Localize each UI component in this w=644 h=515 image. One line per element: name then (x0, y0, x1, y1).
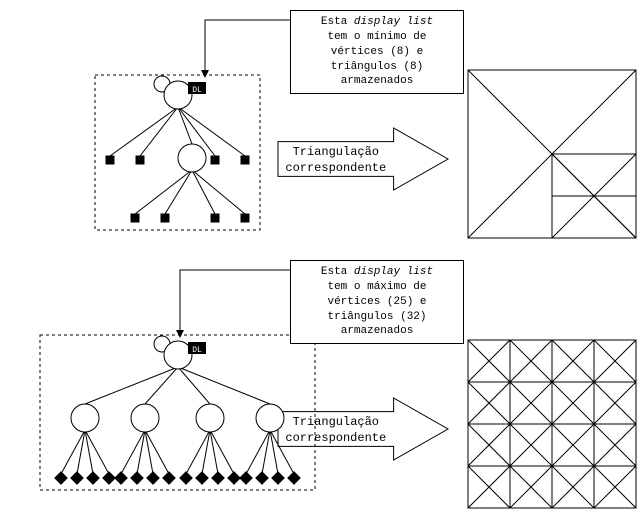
t: tem o mínimo de (327, 31, 426, 43)
t: vértices (8) e (331, 46, 423, 58)
t: Esta (321, 16, 354, 28)
svg-text:correspondente: correspondente (285, 161, 386, 175)
t: Esta (321, 266, 354, 278)
svg-text:DL: DL (192, 346, 202, 355)
t: triângulos (8) (331, 61, 423, 73)
t: armazenados (341, 75, 414, 87)
t: display list (354, 266, 433, 278)
callout-min: Esta display list tem o mínimo de vértic… (290, 10, 464, 94)
svg-text:Triangulação: Triangulação (293, 415, 379, 429)
t: Esta display list (321, 16, 433, 28)
svg-text:correspondente: correspondente (285, 431, 386, 445)
t: Esta display list (321, 266, 433, 278)
t: triângulos (32) (327, 311, 426, 323)
t: tem o máximo de (327, 281, 426, 293)
t: vértices (25) e (327, 296, 426, 308)
svg-text:DL: DL (192, 86, 202, 95)
callout-max: Esta display list tem o máximo de vértic… (290, 260, 464, 344)
svg-text:Triangulação: Triangulação (293, 145, 379, 159)
t: display list (354, 16, 433, 28)
t: armazenados (341, 325, 414, 337)
